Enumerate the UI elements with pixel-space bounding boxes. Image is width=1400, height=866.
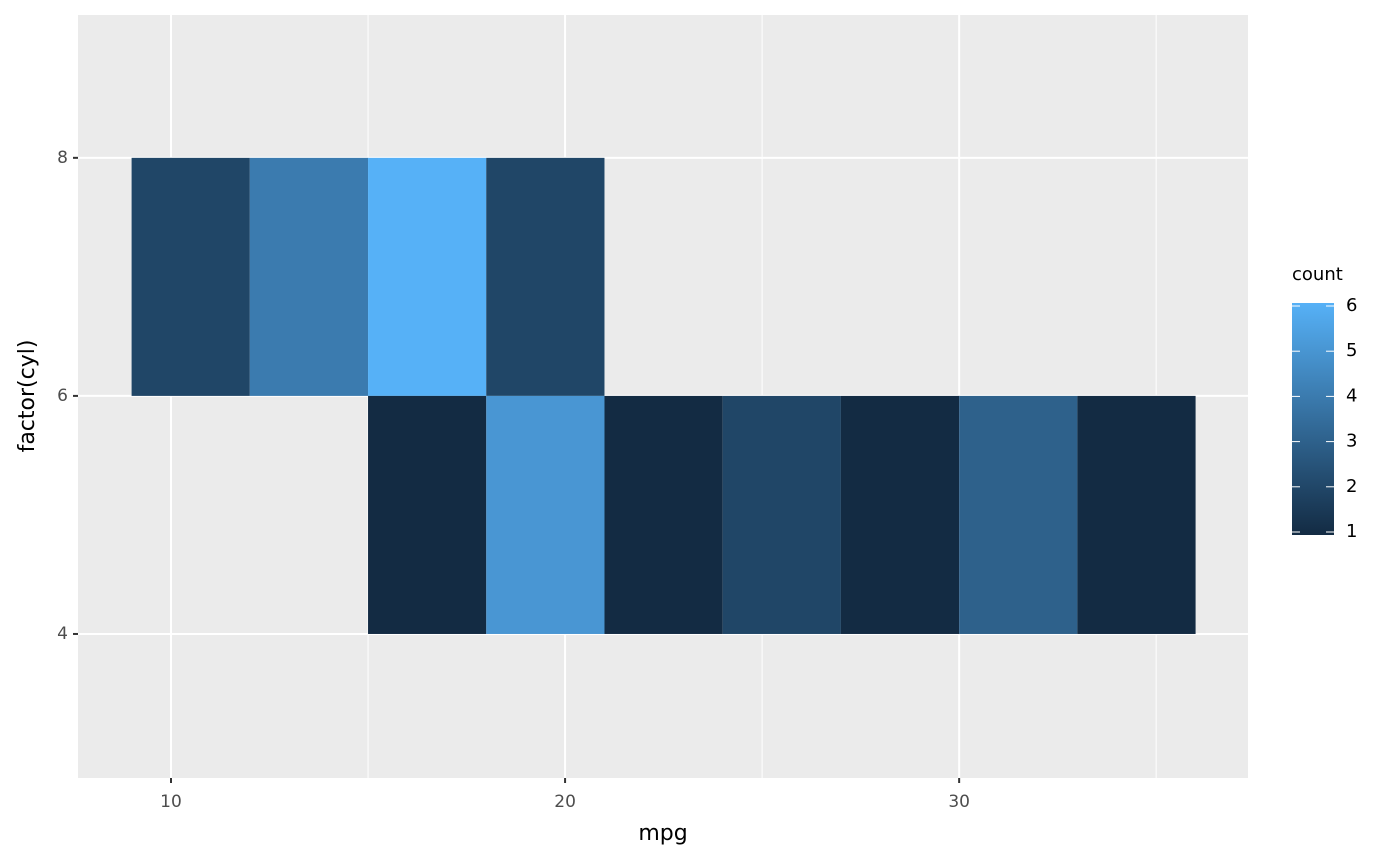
bin	[486, 395, 605, 634]
x-tick-label: 10	[160, 792, 182, 812]
x-axis-title: mpg	[638, 821, 687, 846]
x-tick-label: 30	[948, 792, 970, 812]
colorbar-label: 3	[1346, 431, 1357, 452]
x-tick-label: 20	[554, 792, 576, 812]
colorbar	[1292, 303, 1334, 535]
bin	[1077, 395, 1196, 634]
y-tick-label: 6	[57, 386, 68, 406]
bin	[959, 395, 1078, 634]
y-tick-label: 8	[57, 148, 68, 168]
bin	[249, 157, 369, 396]
bin	[131, 157, 250, 396]
bin	[604, 395, 723, 634]
bin	[486, 157, 605, 396]
y-tick-label: 4	[57, 624, 68, 644]
colorbar-label: 4	[1346, 385, 1357, 406]
colorbar-label: 2	[1346, 476, 1357, 497]
y-axis-title: factor(cyl)	[15, 340, 40, 453]
colorbar-label: 6	[1346, 295, 1357, 316]
colorbar-label: 5	[1346, 340, 1357, 361]
bin	[368, 157, 487, 396]
bin	[722, 395, 841, 634]
legend-title: count	[1292, 264, 1343, 285]
bin	[368, 395, 487, 634]
bin	[840, 395, 960, 634]
colorbar-label: 1	[1346, 521, 1357, 542]
